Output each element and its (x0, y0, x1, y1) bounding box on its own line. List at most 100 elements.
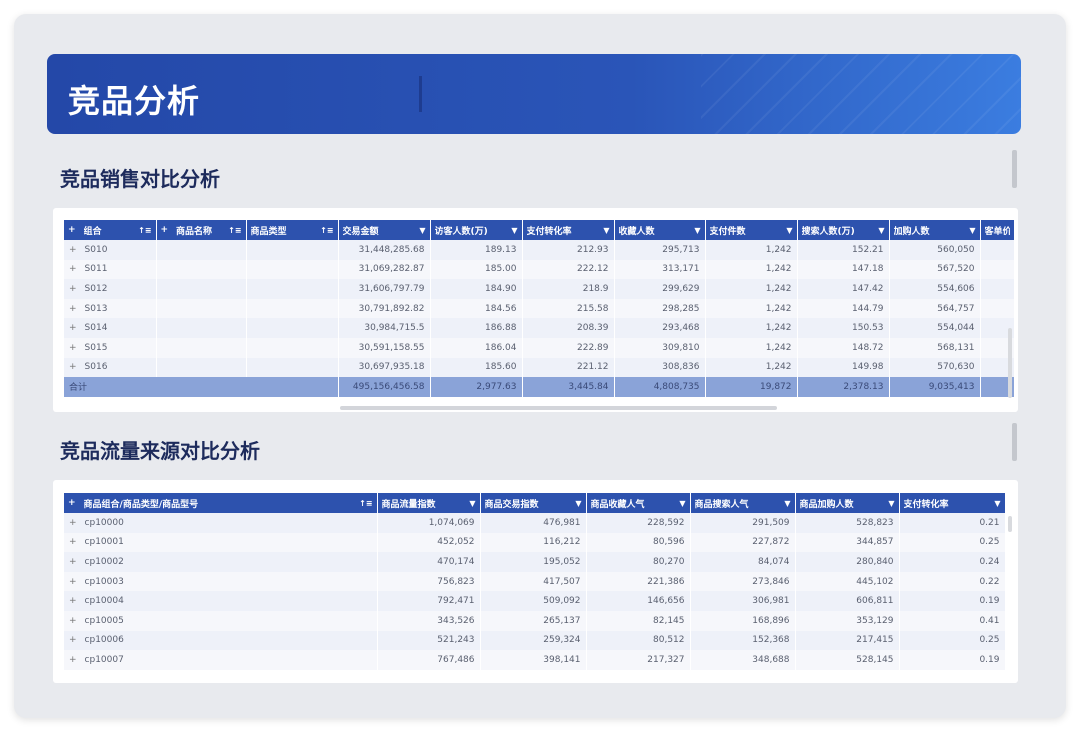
column-header[interactable]: 访客人数(万) ▼ (430, 220, 523, 240)
table-cell: 221,386 (586, 571, 691, 592)
sort-icon[interactable]: ↑≡ (228, 225, 242, 235)
section-scrollbar[interactable] (1012, 423, 1017, 461)
table-cell: 291,509 (690, 513, 796, 533)
expand-plus-icon[interactable]: + (69, 244, 77, 255)
column-header[interactable]: 客单价 (980, 220, 1015, 240)
column-header[interactable]: 收藏人数 ▼ (614, 220, 706, 240)
dropdown-arrow-icon[interactable]: ▼ (786, 225, 793, 235)
dropdown-arrow-icon[interactable]: ▼ (419, 225, 426, 235)
table-row[interactable]: + cp10004 792,471 509,092 146,656 306,981 606,… (64, 591, 1006, 611)
table-cell: + cp10003 (64, 571, 378, 592)
cell-value: 148.72 (852, 342, 884, 353)
table-row[interactable]: + cp10001 452,052 116,212 80,596 227,872 344,8… (64, 532, 1006, 553)
table-row[interactable]: + cp10003 756,823 417,507 221,386 273,846 445,… (64, 571, 1006, 592)
table-row[interactable]: + S015 30,591,158.55 186.04 222.89 309,810 1,2… (64, 337, 1015, 358)
column-header[interactable]: 商品交易指数 ▼ (480, 493, 587, 513)
expand-plus-icon[interactable]: + (160, 225, 169, 235)
expand-plus-icon[interactable]: + (69, 615, 77, 626)
total-row: 合计 495,156,456.58 2,977.63 3,445.84 4,808,73… (64, 377, 1015, 397)
cell-value: 280,840 (856, 556, 894, 567)
expand-plus-icon[interactable]: + (69, 342, 77, 353)
column-header[interactable]: 交易金额 ▼ (338, 220, 431, 240)
table-row[interactable]: + S011 31,069,282.87 185.00 222.12 313,171 1,2… (64, 259, 1015, 280)
dropdown-arrow-icon[interactable]: ▼ (994, 498, 1001, 508)
dropdown-arrow-icon[interactable]: ▼ (694, 225, 701, 235)
expand-plus-icon[interactable]: + (69, 362, 77, 373)
column-header[interactable]: 加购人数 ▼ (889, 220, 981, 240)
column-header[interactable]: 商品加购人数 ▼ (795, 493, 900, 513)
dropdown-arrow-icon[interactable]: ▼ (969, 225, 976, 235)
column-header[interactable]: 商品收藏人气 ▼ (586, 493, 691, 513)
expand-plus-icon[interactable]: + (69, 517, 77, 528)
expand-plus-icon[interactable]: + (69, 537, 77, 548)
cell-value: 306,981 (752, 596, 790, 607)
cell-value: S013 (84, 303, 108, 314)
column-header[interactable]: 商品类型 ↑≡ (246, 220, 339, 240)
table-cell: 445,102 (795, 571, 900, 592)
table-cell: 309,810 (614, 337, 706, 358)
column-header-content: 商品交易指数 ▼ (485, 497, 582, 510)
expand-plus-icon[interactable]: + (68, 225, 76, 235)
cell-value: 265,137 (543, 615, 581, 626)
table-row[interactable]: + cp10006 521,243 259,324 80,512 152,368 217,4… (64, 630, 1006, 651)
table-cell: + S010 (64, 240, 157, 260)
table-row[interactable]: + S010 31,448,285.68 189.13 212.93 295,713 1,2… (64, 240, 1015, 260)
table-cell: 185.60 (430, 357, 523, 378)
cell-value: 528,823 (856, 517, 894, 528)
dropdown-arrow-icon[interactable]: ▼ (511, 225, 518, 235)
dropdown-arrow-icon[interactable]: ▼ (878, 225, 885, 235)
table-cell: 528,823 (795, 513, 900, 533)
column-header[interactable]: 支付件数 ▼ (705, 220, 798, 240)
column-header[interactable]: 商品流量指数 ▼ (377, 493, 481, 513)
table-row[interactable]: + cp10002 470,174 195,052 80,270 84,074 280,84… (64, 552, 1006, 572)
vertical-scrollbar[interactable] (1008, 328, 1012, 398)
table-row[interactable]: + cp10000 1,074,069 476,981 228,592 291,509 52… (64, 513, 1006, 533)
column-header[interactable]: + 商品名称 ↑≡ (156, 220, 247, 240)
expand-plus-icon[interactable]: + (69, 323, 77, 334)
expand-plus-icon[interactable]: + (69, 283, 77, 294)
expand-plus-icon[interactable]: + (69, 556, 77, 567)
expand-plus-icon[interactable]: + (68, 498, 76, 508)
section-scrollbar[interactable] (1012, 150, 1017, 188)
column-header-label: 商品类型 (250, 226, 287, 237)
expand-plus-icon[interactable]: + (69, 264, 77, 275)
dropdown-arrow-icon[interactable]: ▼ (469, 498, 476, 508)
dropdown-arrow-icon[interactable]: ▼ (603, 225, 610, 235)
cell-value: 218.9 (582, 283, 609, 294)
cell-value: cp10001 (84, 537, 124, 548)
table-cell: 185.00 (430, 259, 523, 280)
column-header-content: 商品收藏人气 ▼ (591, 497, 686, 510)
column-header[interactable]: 搜索人数(万) ▼ (797, 220, 890, 240)
column-header[interactable]: + 组合 ↑≡ (64, 220, 157, 240)
expand-plus-icon[interactable]: + (69, 635, 77, 646)
sort-icon[interactable]: ↑≡ (359, 498, 373, 508)
column-header[interactable]: 支付转化率 ▼ (899, 493, 1006, 513)
expand-plus-icon[interactable]: + (69, 303, 77, 314)
table-row[interactable]: + S012 31,606,797.79 184.90 218.9 299,629 1,24… (64, 279, 1015, 299)
table-row[interactable]: + cp10005 343,526 265,137 82,145 168,896 353,1… (64, 610, 1006, 631)
dropdown-arrow-icon[interactable]: ▼ (575, 498, 582, 508)
expand-plus-icon[interactable]: + (69, 654, 77, 665)
expand-plus-icon[interactable]: + (69, 596, 77, 607)
column-header[interactable]: + 商品组合/商品类型/商品型号 ↑≡ (64, 493, 378, 513)
table-row[interactable]: + cp10007 767,486 398,141 217,327 348,688 528,… (64, 650, 1006, 670)
expand-plus-icon[interactable]: + (69, 576, 77, 587)
dropdown-arrow-icon[interactable]: ▼ (784, 498, 791, 508)
table-cell: 116,212 (480, 532, 587, 553)
cell-value: 186.88 (485, 323, 517, 334)
table-row[interactable]: + S014 30,984,715.5 186.88 208.39 293,468 1,24… (64, 318, 1015, 338)
table-cell: 218.9 (522, 279, 615, 299)
cell-value: 298,285 (662, 303, 700, 314)
cell-value: 567,520 (937, 264, 975, 275)
table-row[interactable]: + S013 30,791,892.82 184.56 215.58 298,285 1,2… (64, 298, 1015, 319)
sort-icon[interactable]: ↑≡ (138, 225, 152, 235)
horizontal-scrollbar[interactable] (340, 406, 777, 410)
vertical-scrollbar[interactable] (1008, 516, 1012, 532)
dropdown-arrow-icon[interactable]: ▼ (679, 498, 686, 508)
dropdown-arrow-icon[interactable]: ▼ (888, 498, 895, 508)
cell-value: 521,243 (437, 635, 475, 646)
sort-icon[interactable]: ↑≡ (320, 225, 334, 235)
table-row[interactable]: + S016 30,697,935.18 185.60 221.12 308,836 1,2… (64, 357, 1015, 378)
column-header[interactable]: 支付转化率 ▼ (522, 220, 615, 240)
column-header[interactable]: 商品搜索人气 ▼ (690, 493, 796, 513)
